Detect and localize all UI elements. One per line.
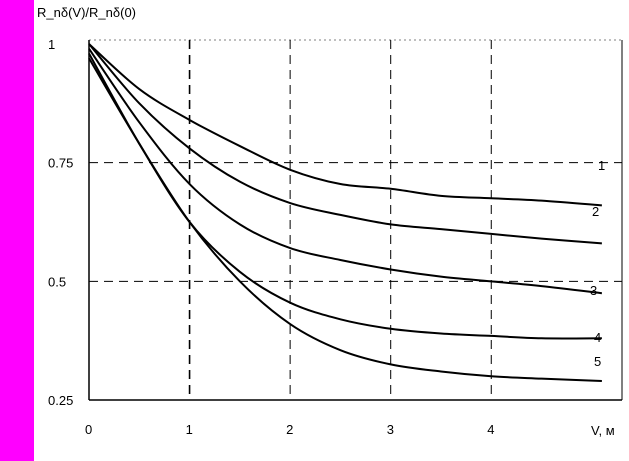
series-line-2 <box>88 43 602 245</box>
series-line-3 <box>88 48 603 295</box>
y-axis-label: R_nδ(V)/R_nδ(0) <box>37 5 136 20</box>
curve-label-5: 5 <box>594 354 601 369</box>
curve-label-2: 2 <box>592 204 599 219</box>
curve-label-layer: 1 2 3 4 5 <box>590 158 605 369</box>
series-layer <box>88 43 603 383</box>
series-line-4 <box>88 53 602 340</box>
x-tick-label: 3 <box>387 422 394 437</box>
grid-layer <box>89 40 622 400</box>
chart-panel <box>34 0 629 461</box>
x-tick-label: 1 <box>186 422 193 437</box>
series-line-5 <box>88 57 602 383</box>
curve-label-4: 4 <box>594 330 601 345</box>
y-tick-label: 0.75 <box>48 156 73 171</box>
x-tick-label: 4 <box>487 422 494 437</box>
y-tick-label: 0.5 <box>48 274 66 289</box>
y-tick-label: 1 <box>48 37 55 52</box>
x-axis-label: V, м <box>591 423 615 438</box>
x-tick-label: 0 <box>85 422 92 437</box>
curve-label-1: 1 <box>598 158 605 173</box>
tick-label-layer: 0 1 2 3 4 0.25 0.5 0.75 1 <box>48 37 494 437</box>
series-line-1 <box>88 43 602 207</box>
curve-label-3: 3 <box>590 283 597 298</box>
y-tick-label: 0.25 <box>48 393 73 408</box>
x-tick-label: 2 <box>286 422 293 437</box>
